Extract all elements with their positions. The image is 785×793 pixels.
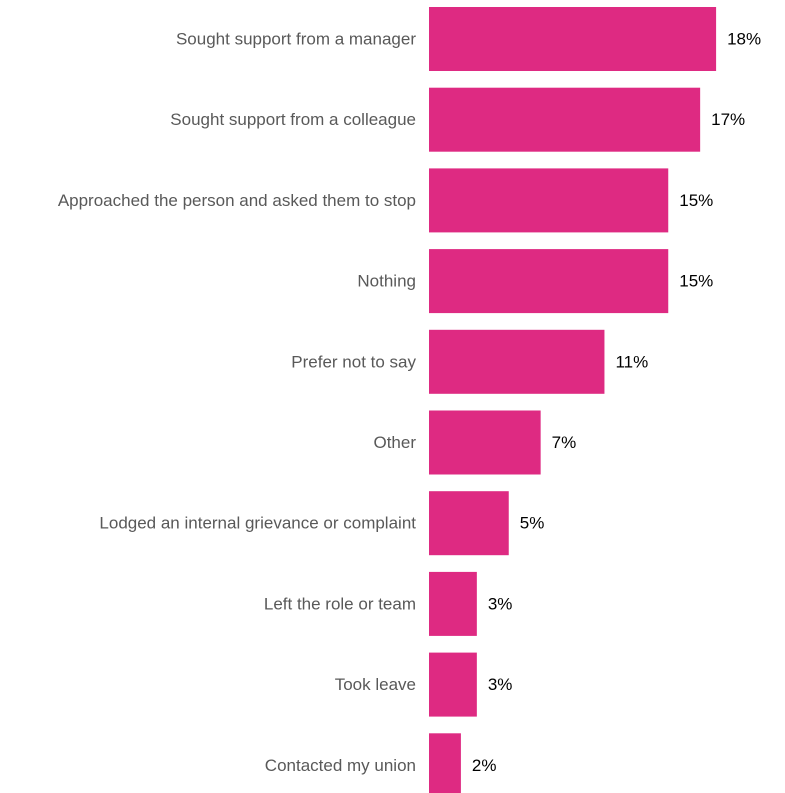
bar xyxy=(429,249,669,314)
value-labels-group: 18% 17% 15% 15% 11% 7% 5% 3% 3% 2% xyxy=(472,30,761,775)
category-label: Left the role or team xyxy=(264,594,416,613)
bar xyxy=(429,87,701,152)
category-label: Lodged an internal grievance or complain… xyxy=(99,514,416,533)
category-label: Nothing xyxy=(357,272,416,291)
value-label: 15% xyxy=(679,191,713,210)
value-label: 18% xyxy=(727,30,761,49)
bar xyxy=(429,733,461,793)
category-label: Took leave xyxy=(335,675,416,694)
bars-group xyxy=(429,7,717,793)
value-label: 3% xyxy=(488,675,513,694)
value-label: 5% xyxy=(520,514,545,533)
bar xyxy=(429,410,541,475)
category-label: Contacted my union xyxy=(265,756,416,775)
bar xyxy=(429,329,605,394)
value-label: 11% xyxy=(615,352,648,371)
value-label: 15% xyxy=(679,272,713,291)
category-label: Prefer not to say xyxy=(291,352,416,371)
category-label: Sought support from a colleague xyxy=(170,110,416,129)
bar xyxy=(429,7,717,71)
bar xyxy=(429,571,477,636)
category-label: Other xyxy=(373,433,416,452)
category-label: Sought support from a manager xyxy=(176,30,416,49)
bar xyxy=(429,168,669,233)
value-label: 7% xyxy=(552,433,577,452)
category-labels-group: Sought support from a manager Sought supp… xyxy=(58,30,417,775)
category-label: Approached the person and asked them to … xyxy=(58,191,416,210)
value-label: 17% xyxy=(711,110,745,129)
value-label: 2% xyxy=(472,756,497,775)
value-label: 3% xyxy=(488,594,513,613)
bar xyxy=(429,652,477,717)
bar xyxy=(429,491,509,556)
